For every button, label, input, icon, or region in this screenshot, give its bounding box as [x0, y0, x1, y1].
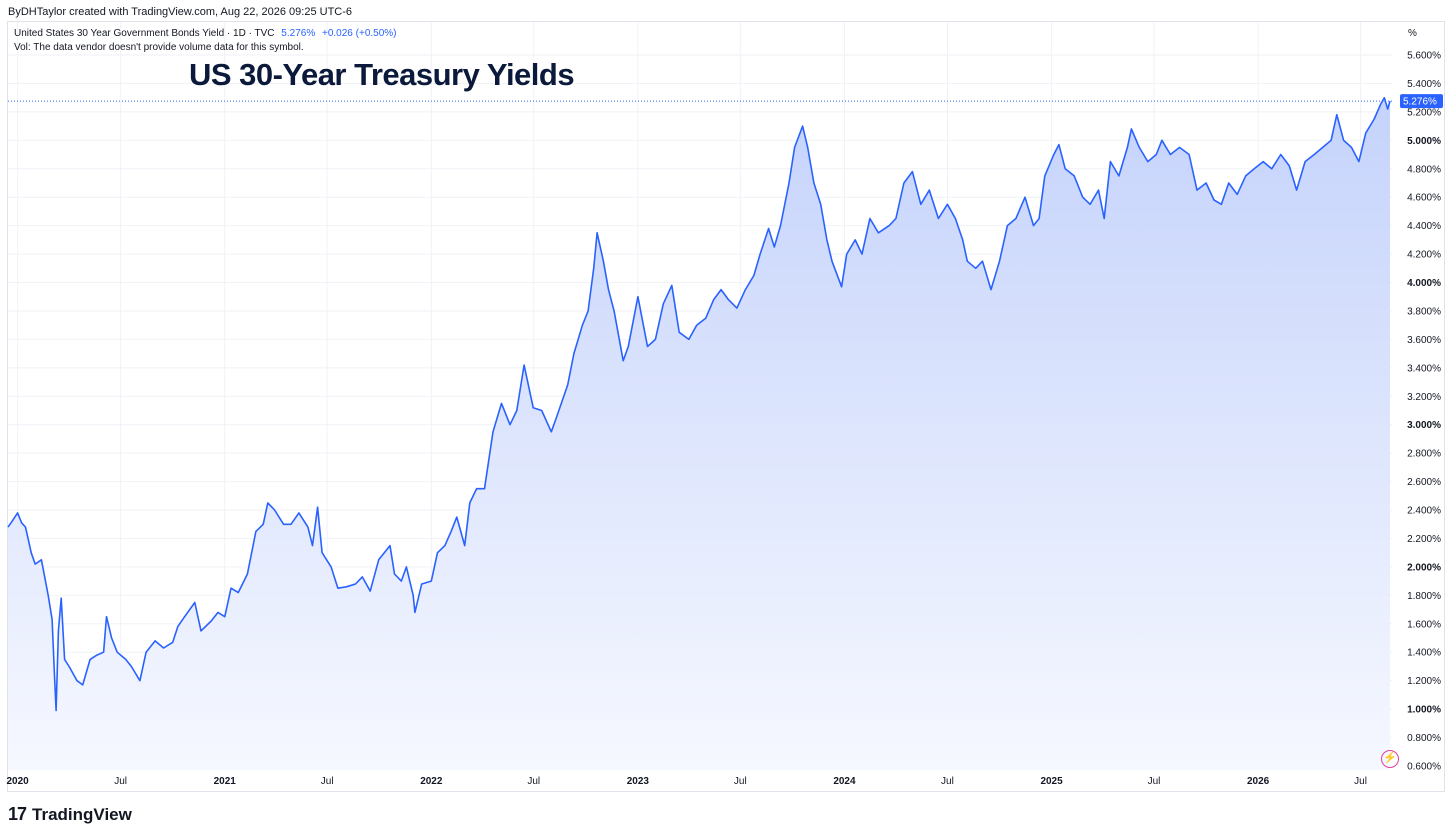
price-axis[interactable]: 5.600% 5.400% 5.200% 5.000% 4.800% 4.600% 4.40… — [1407, 51, 1441, 773]
time-axis[interactable]: 2020 Jul 2021 Jul 2022 Jul 2023 Jul 2024 Jul 2025 J… — [6, 776, 1366, 787]
chart-title: US 30-Year Treasury Yields — [189, 57, 575, 92]
series-line[interactable] — [7, 96, 1391, 712]
time-tick-label: 2023 — [627, 776, 650, 787]
time-tick-label: Jul — [321, 776, 334, 787]
symbol-legend: United States 30 Year Government Bonds Y… — [14, 27, 397, 55]
time-tick-label: 2025 — [1040, 776, 1063, 787]
time-tick-label: 2021 — [214, 776, 237, 787]
price-tick-label: 4.600% — [1407, 193, 1441, 204]
tradingview-logo-icon: 17 — [8, 804, 27, 824]
price-tick-label: 4.800% — [1407, 164, 1441, 175]
time-tick-label: Jul — [734, 776, 747, 787]
price-tick-label: 3.800% — [1407, 306, 1441, 317]
price-tick-label: 2.000% — [1407, 562, 1441, 573]
price-tick-label: 4.200% — [1407, 250, 1441, 261]
last-value: 5.276% — [281, 28, 316, 39]
price-tick-label: 2.600% — [1407, 477, 1441, 488]
time-tick-label: Jul — [527, 776, 540, 787]
lightning-icon[interactable]: ⚡ — [1381, 750, 1399, 768]
change-value: +0.026 (+0.50%) — [322, 28, 397, 39]
chart-frame — [7, 21, 1445, 792]
price-tick-label: 3.000% — [1407, 420, 1441, 431]
price-tick-label: 1.000% — [1407, 705, 1441, 716]
series-area — [8, 97, 1390, 770]
time-tick-label: Jul — [114, 776, 127, 787]
time-tick-label: Jul — [1148, 776, 1161, 787]
attribution-text: ByDHTaylor created with TradingView.com,… — [8, 6, 353, 18]
price-tick-label: 5.400% — [1407, 79, 1441, 90]
price-tick-label: 5.600% — [1407, 51, 1441, 62]
price-tick-label: 2.800% — [1407, 449, 1441, 460]
price-unit-label[interactable]: % — [1408, 28, 1417, 39]
time-tick-label: 2024 — [833, 776, 856, 787]
price-tick-label: 0.800% — [1407, 733, 1441, 744]
symbol-description: United States 30 Year Government Bonds Y… — [14, 28, 275, 39]
volume-note: Vol: The data vendor doesn't provide vol… — [14, 42, 304, 53]
time-tick-label: Jul — [1354, 776, 1367, 787]
price-tick-label: 2.400% — [1407, 506, 1441, 517]
price-tick-label: 0.600% — [1407, 762, 1441, 773]
price-tick-label: 3.200% — [1407, 392, 1441, 403]
price-tick-label: 4.000% — [1407, 278, 1441, 289]
price-tick-label: 1.600% — [1407, 619, 1441, 630]
brand-name: TradingView — [32, 804, 132, 824]
price-tick-label: 5.000% — [1407, 136, 1441, 147]
price-tick-label: 4.400% — [1407, 221, 1441, 232]
price-tick-label: 1.200% — [1407, 676, 1441, 687]
time-tick-label: 2022 — [420, 776, 443, 787]
time-tick-label: 2026 — [1247, 776, 1270, 787]
last-price-badge: 5.276% — [1400, 94, 1443, 109]
price-tick-label: 3.600% — [1407, 335, 1441, 346]
price-tick-label: 5.200% — [1407, 107, 1441, 118]
price-tick-label: 2.200% — [1407, 534, 1441, 545]
time-tick-label: Jul — [941, 776, 954, 787]
last-price-label: 5.276% — [1403, 97, 1437, 108]
price-tick-label: 1.400% — [1407, 648, 1441, 659]
time-tick-label: 2020 — [6, 776, 29, 787]
price-tick-label: 1.800% — [1407, 591, 1441, 602]
price-tick-label: 3.400% — [1407, 363, 1441, 374]
tradingview-logo[interactable]: 17 TradingView — [8, 804, 132, 825]
